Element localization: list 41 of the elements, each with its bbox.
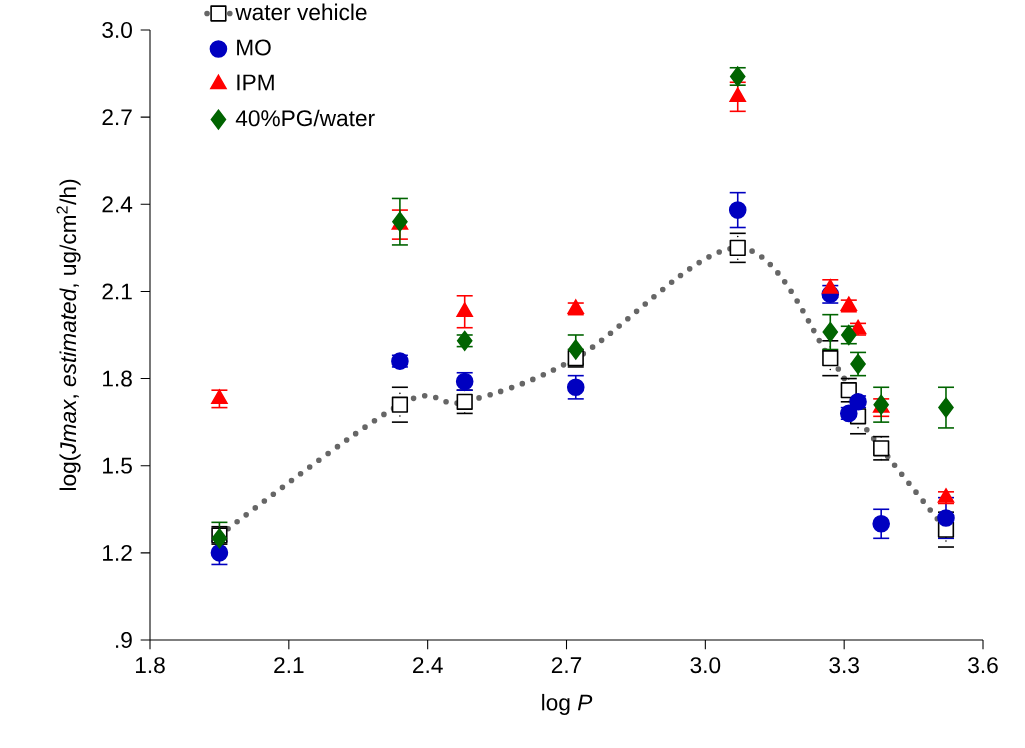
- y-tick-label: 1.8: [103, 370, 132, 387]
- x-tick-label: 2.4: [413, 657, 443, 673]
- point: [211, 528, 228, 549]
- point: [729, 87, 747, 102]
- point: [456, 393, 473, 410]
- point: [872, 515, 890, 533]
- legend-label: MO: [237, 39, 271, 56]
- y-axis-title: log(Jmax, estimated, ug/cm$^{2}$/h): [56, 179, 81, 490]
- x-axis-title: log P: [542, 693, 593, 716]
- y-tick-label: 2.1: [102, 283, 132, 300]
- legend-label: water vehicle: [235, 3, 367, 21]
- point: [456, 302, 473, 317]
- y-tick-label: 2.4: [102, 196, 133, 213]
- point: [729, 239, 746, 256]
- point: [566, 378, 585, 397]
- legend-label: 40%PG/water: [235, 109, 375, 127]
- point: [937, 509, 955, 527]
- point: [822, 350, 839, 367]
- point: [873, 394, 889, 415]
- point: [728, 201, 747, 219]
- x-tick-label: 3.6: [968, 657, 998, 674]
- x-tick-label: 2.7: [551, 657, 582, 673]
- point: [567, 339, 584, 360]
- point: [821, 279, 839, 294]
- point: [211, 389, 228, 405]
- point: [822, 321, 839, 343]
- y-tick-label: 2.7: [102, 109, 132, 126]
- point: [210, 544, 229, 562]
- y-tick-label: 3.0: [102, 21, 132, 39]
- point: [456, 330, 473, 351]
- legend-label: IPM: [237, 74, 274, 91]
- y-tick-label: .9: [116, 631, 132, 649]
- y-tick-label: 1.5: [103, 457, 132, 474]
- x-tick-label: 3.3: [829, 657, 859, 674]
- point: [938, 397, 954, 418]
- x-tick-label: 1.8: [135, 657, 165, 674]
- x-tick-label: 3.0: [690, 657, 721, 674]
- point: [391, 396, 409, 413]
- x-tick-label: 2.1: [274, 657, 304, 673]
- y-tick-label: 1.2: [103, 544, 132, 561]
- point: [873, 440, 890, 457]
